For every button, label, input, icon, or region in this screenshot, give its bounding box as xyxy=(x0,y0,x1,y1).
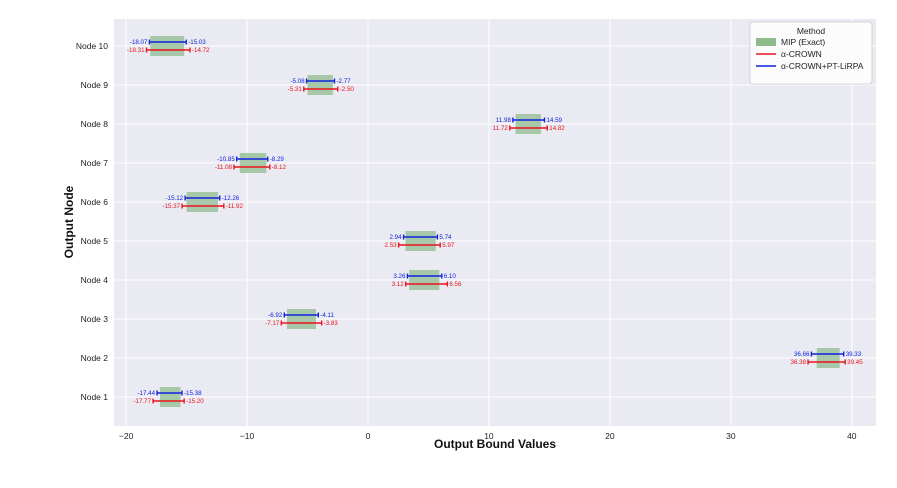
y-tick-label: Node 1 xyxy=(81,392,109,402)
y-tick-label: Node 2 xyxy=(81,353,109,363)
y-tick-label: Node 3 xyxy=(81,314,109,324)
alpha-crown-upper-label: 14.82 xyxy=(549,125,565,132)
mip-interval xyxy=(159,387,181,407)
alpha-crown-lower-label: -11.08 xyxy=(215,164,233,171)
legend-title: Method xyxy=(797,26,826,36)
alpha-crown-lower-label: -17.77 xyxy=(134,398,152,405)
mip-interval xyxy=(307,75,333,95)
y-tick-label: Node 7 xyxy=(81,158,109,168)
alpha-crown-lower-label: -5.31 xyxy=(288,86,303,93)
y-axis-title: Output Node xyxy=(62,185,76,258)
legend-label-pt-lirpa: α-CROWN+PT-LiRPA xyxy=(781,61,864,71)
mip-interval xyxy=(150,36,185,56)
y-tick-label: Node 9 xyxy=(81,80,109,90)
mip-interval xyxy=(286,309,316,329)
x-tick-label: −20 xyxy=(119,431,134,441)
mip-interval xyxy=(816,348,840,368)
pt-lirpa-lower-label: -6.92 xyxy=(268,312,283,319)
alpha-crown-upper-label: -2.50 xyxy=(340,86,355,93)
pt-lirpa-upper-label: -2.77 xyxy=(336,78,351,85)
alpha-crown-lower-label: -18.31 xyxy=(127,47,145,54)
pt-lirpa-lower-label: 3.26 xyxy=(393,273,406,280)
alpha-crown-upper-label: -11.92 xyxy=(226,203,244,210)
pt-lirpa-lower-label: 36.66 xyxy=(794,351,810,358)
alpha-crown-lower-label: 2.53 xyxy=(385,242,398,249)
pt-lirpa-upper-label: -15.03 xyxy=(188,39,206,46)
grid-lines xyxy=(114,19,876,426)
x-axis-ticks: −20 −10 0 10 20 30 40 xyxy=(119,431,857,441)
method-bounds xyxy=(145,39,846,404)
pt-lirpa-upper-label: -4.11 xyxy=(320,312,334,319)
legend-label-alpha-crown: α-CROWN xyxy=(781,49,822,59)
alpha-crown-upper-label: -3.83 xyxy=(324,320,339,327)
alpha-crown-lower-label: -7.17 xyxy=(265,320,280,327)
x-tick-label: 0 xyxy=(366,431,371,441)
mip-interval xyxy=(239,153,267,173)
y-tick-label: Node 8 xyxy=(81,119,109,129)
pt-lirpa-lower-label: -5.08 xyxy=(290,78,305,85)
alpha-crown-upper-label: 5.97 xyxy=(442,242,455,249)
pt-lirpa-lower-label: 11.98 xyxy=(496,117,512,124)
x-tick-label: 20 xyxy=(605,431,615,441)
mip-interval xyxy=(186,192,219,212)
legend-label-mip: MIP (Exact) xyxy=(781,37,825,47)
alpha-crown-lower-label: -15.37 xyxy=(163,203,181,210)
alpha-crown-upper-label: -8.12 xyxy=(272,164,287,171)
x-tick-label: 40 xyxy=(847,431,857,441)
alpha-crown-lower-label: 3.12 xyxy=(392,281,405,288)
pt-lirpa-lower-label: -18.07 xyxy=(130,39,148,46)
pt-lirpa-upper-label: 6.10 xyxy=(444,273,457,280)
mip-interval xyxy=(515,114,541,134)
mip-intervals xyxy=(150,36,840,407)
pt-lirpa-upper-label: 39.33 xyxy=(846,351,862,358)
pt-lirpa-upper-label: 14.59 xyxy=(546,117,562,124)
y-tick-label: Node 6 xyxy=(81,197,109,207)
y-tick-label: Node 4 xyxy=(81,275,109,285)
pt-lirpa-upper-label: -8.29 xyxy=(270,156,285,163)
y-tick-label: Node 10 xyxy=(76,41,108,51)
x-tick-label: −10 xyxy=(240,431,255,441)
pt-lirpa-lower-label: -17.44 xyxy=(138,390,156,397)
pt-lirpa-upper-label: -15.38 xyxy=(184,390,202,397)
alpha-crown-lower-label: 11.72 xyxy=(493,125,509,132)
y-tick-label: Node 5 xyxy=(81,236,109,246)
x-tick-label: 10 xyxy=(484,431,494,441)
alpha-crown-upper-label: 6.56 xyxy=(449,281,462,288)
legend-swatch-mip xyxy=(756,38,776,46)
alpha-crown-upper-label: -14.72 xyxy=(192,47,210,54)
pt-lirpa-lower-label: -15.12 xyxy=(166,195,184,202)
mip-interval xyxy=(409,270,440,290)
y-axis-ticks: Node 1 Node 2 Node 3 Node 4 Node 5 Node 6 Node… xyxy=(76,41,108,402)
bound-value-labels: -17.44 -15.38 36.66 39.33 -6.92 -4.11 3.26 6.10… xyxy=(127,39,863,405)
alpha-crown-lower-label: 36.38 xyxy=(791,359,807,366)
x-tick-label: 30 xyxy=(726,431,736,441)
legend: Method MIP (Exact) α-CROWN α-CROWN+PT-Li… xyxy=(749,21,873,85)
mip-interval xyxy=(405,231,436,251)
alpha-crown-upper-label: 39.45 xyxy=(847,359,863,366)
alpha-crown-upper-label: -15.20 xyxy=(186,398,204,405)
pt-lirpa-lower-label: -10.85 xyxy=(217,156,235,163)
pt-lirpa-upper-label: 5.74 xyxy=(439,234,452,241)
x-axis-title: Output Bound Values xyxy=(434,437,556,451)
pt-lirpa-lower-label: 2.94 xyxy=(390,234,403,241)
pt-lirpa-upper-label: -12.26 xyxy=(222,195,240,202)
legend-box xyxy=(749,21,873,85)
